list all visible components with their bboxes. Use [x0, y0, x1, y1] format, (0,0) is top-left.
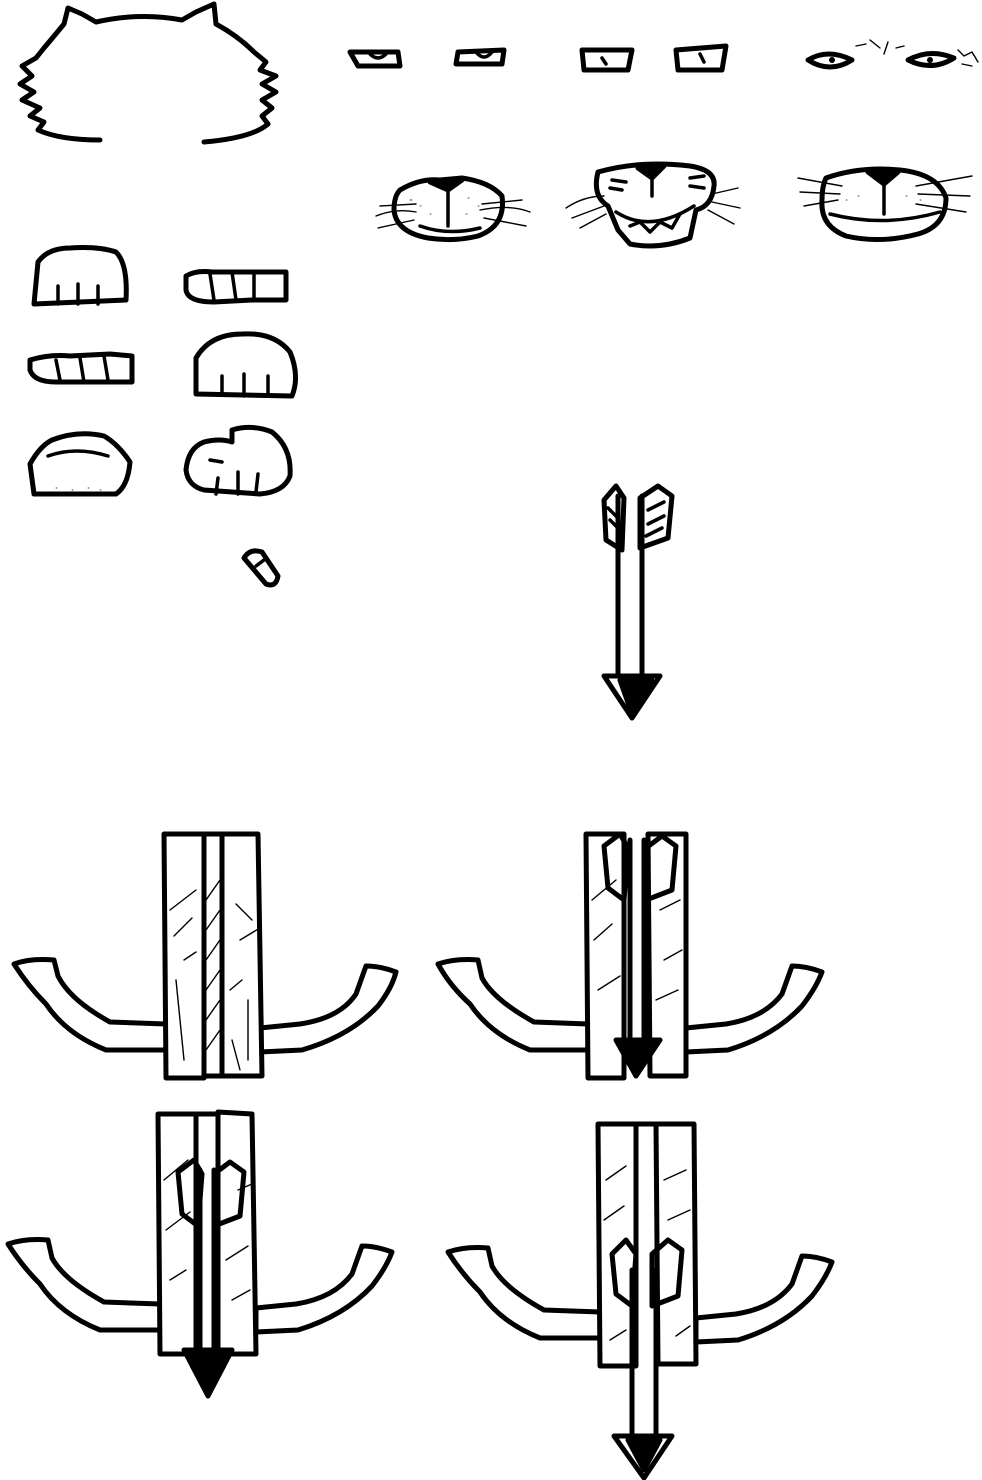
crossbow-arrow-fired: [445, 1121, 835, 1480]
eyes-neutral-2: [579, 43, 729, 73]
eyes-narrowed: [805, 39, 979, 70]
eyes-neutral-1: [347, 47, 507, 69]
paw-pad-2: [183, 424, 293, 497]
paw-side-1: [183, 269, 289, 305]
muzzle-neutral: [375, 175, 531, 243]
paw-pad-1: [27, 431, 133, 497]
claw-fragment: [241, 548, 281, 588]
paw-front-2: [193, 331, 298, 399]
arrow: [601, 483, 675, 721]
crossbow-arrow-raised: [435, 831, 825, 1081]
crossbow-empty: [11, 831, 399, 1081]
head-outline: [17, 1, 279, 145]
crossbow-arrow-mid: [5, 1109, 395, 1399]
paw-side-2: [27, 351, 135, 385]
muzzle-snarl: [565, 161, 741, 249]
muzzle-smile: [797, 166, 973, 243]
paw-front-1: [31, 245, 129, 307]
